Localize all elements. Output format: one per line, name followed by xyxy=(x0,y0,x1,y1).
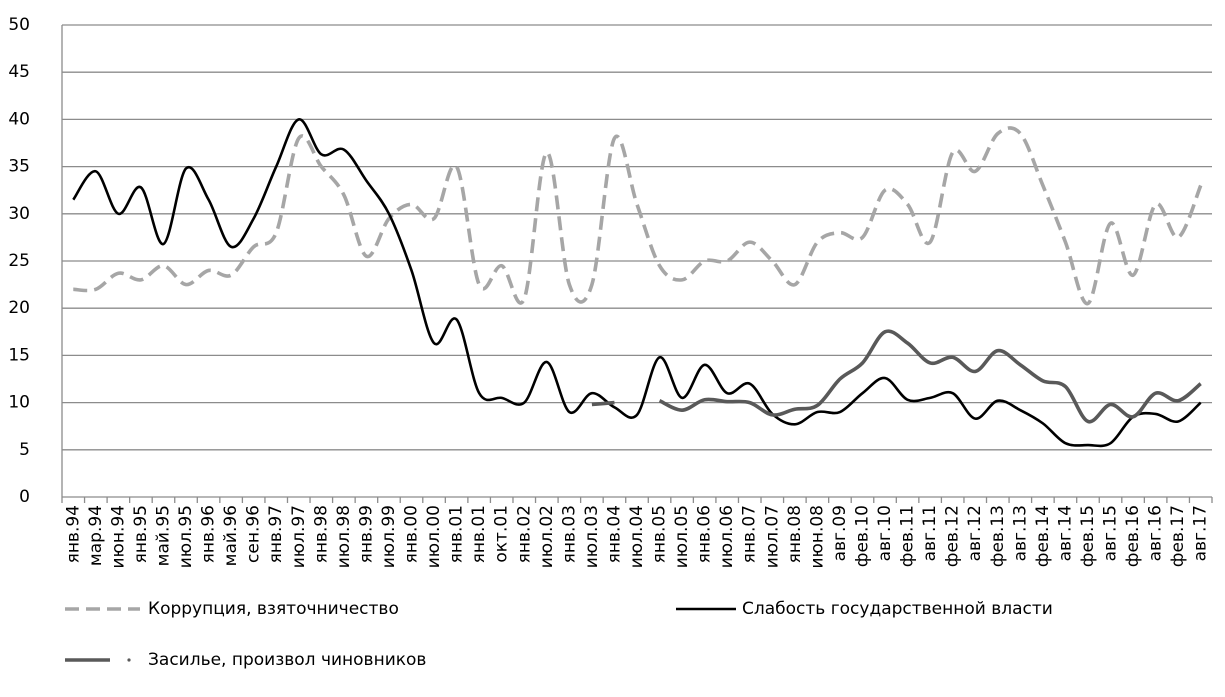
series-line xyxy=(72,118,1202,448)
x-tick-label: фев.16 xyxy=(1123,505,1143,567)
x-tick-label: июл.97 xyxy=(289,505,309,568)
x-tick-label: авг.17 xyxy=(1191,505,1211,561)
x-tick-label: июл.06 xyxy=(717,505,737,568)
series-line xyxy=(73,126,1203,306)
x-tick-label: июл.07 xyxy=(762,505,782,568)
legend-label: Засилье, произвол чиновников xyxy=(148,650,426,670)
x-tick-label: янв.00 xyxy=(402,505,422,563)
x-tick-label: янв.07 xyxy=(740,505,760,563)
y-tick-label: 20 xyxy=(8,298,30,318)
x-tick-label: мар.94 xyxy=(86,505,106,566)
x-tick-label: июл.00 xyxy=(424,505,444,568)
y-tick-label: 15 xyxy=(8,345,30,365)
x-tick-label: янв.01 xyxy=(469,505,489,563)
x-tick-label: май.95 xyxy=(153,505,173,566)
x-tick-label: янв.98 xyxy=(311,505,331,563)
x-tick-label: фев.14 xyxy=(1033,505,1053,567)
x-tick-label: янв.03 xyxy=(559,505,579,563)
x-tick-label: окт.01 xyxy=(492,505,512,563)
y-tick-label: 30 xyxy=(8,204,30,224)
x-tick-label: июл.03 xyxy=(582,505,602,568)
legend-label: Коррупция, взяточничество xyxy=(148,599,399,619)
x-tick-label: июн.94 xyxy=(108,505,128,569)
x-tick-label: июл.05 xyxy=(672,505,692,568)
x-tick-label: авг.09 xyxy=(830,505,850,561)
x-tick-label: сен.96 xyxy=(244,505,264,563)
x-tick-label: май.96 xyxy=(221,505,241,566)
x-tick-label: янв.94 xyxy=(63,505,83,563)
x-tick-label: июл.98 xyxy=(334,505,354,568)
x-tick-label: июл.04 xyxy=(627,505,647,568)
x-tick-label: авг.14 xyxy=(1055,505,1075,561)
x-tick-label: янв.04 xyxy=(604,505,624,563)
y-tick-label: 10 xyxy=(8,393,30,413)
x-tick-label: янв.01 xyxy=(447,505,467,563)
legend-label: Слабость государственной власти xyxy=(742,599,1053,619)
y-tick-label: 5 xyxy=(19,440,30,460)
x-tick-label: фев.10 xyxy=(852,505,872,567)
x-tick-label: авг.16 xyxy=(1146,505,1166,561)
y-tick-label: 0 xyxy=(19,487,30,507)
x-tick-label: фев.13 xyxy=(988,505,1008,567)
x-tick-label: янв.96 xyxy=(199,505,219,563)
x-tick-label: янв.06 xyxy=(695,505,715,563)
x-tick-label: фев.12 xyxy=(943,505,963,567)
x-tick-label: фев.11 xyxy=(898,505,918,567)
legend-swatch-dot xyxy=(127,658,131,662)
x-tick-label: янв.95 xyxy=(131,505,151,563)
y-tick-label: 35 xyxy=(8,157,30,177)
x-tick-label: янв.08 xyxy=(785,505,805,563)
y-tick-label: 40 xyxy=(8,109,30,129)
x-tick-label: авг.10 xyxy=(875,505,895,561)
x-tick-label: фев.15 xyxy=(1078,505,1098,567)
x-tick-label: янв.97 xyxy=(266,505,286,563)
y-tick-label: 45 xyxy=(8,62,30,82)
x-tick-label: авг.13 xyxy=(1010,505,1030,561)
x-tick-label: авг.12 xyxy=(965,505,985,561)
x-tick-label: авг.15 xyxy=(1101,505,1121,561)
x-tick-label: янв.02 xyxy=(514,505,534,563)
x-tick-label: авг.11 xyxy=(920,505,940,561)
x-tick-label: июн.08 xyxy=(807,505,827,569)
x-tick-label: фев.17 xyxy=(1168,505,1188,567)
y-tick-label: 50 xyxy=(8,15,30,35)
series-line xyxy=(591,329,1202,424)
x-tick-label: янв.99 xyxy=(356,505,376,563)
x-tick-label: июл.99 xyxy=(379,505,399,568)
x-tick-label: июл.02 xyxy=(537,505,557,568)
y-tick-label: 25 xyxy=(8,251,30,271)
x-tick-label: июл.95 xyxy=(176,505,196,568)
x-tick-label: янв.05 xyxy=(650,505,670,563)
